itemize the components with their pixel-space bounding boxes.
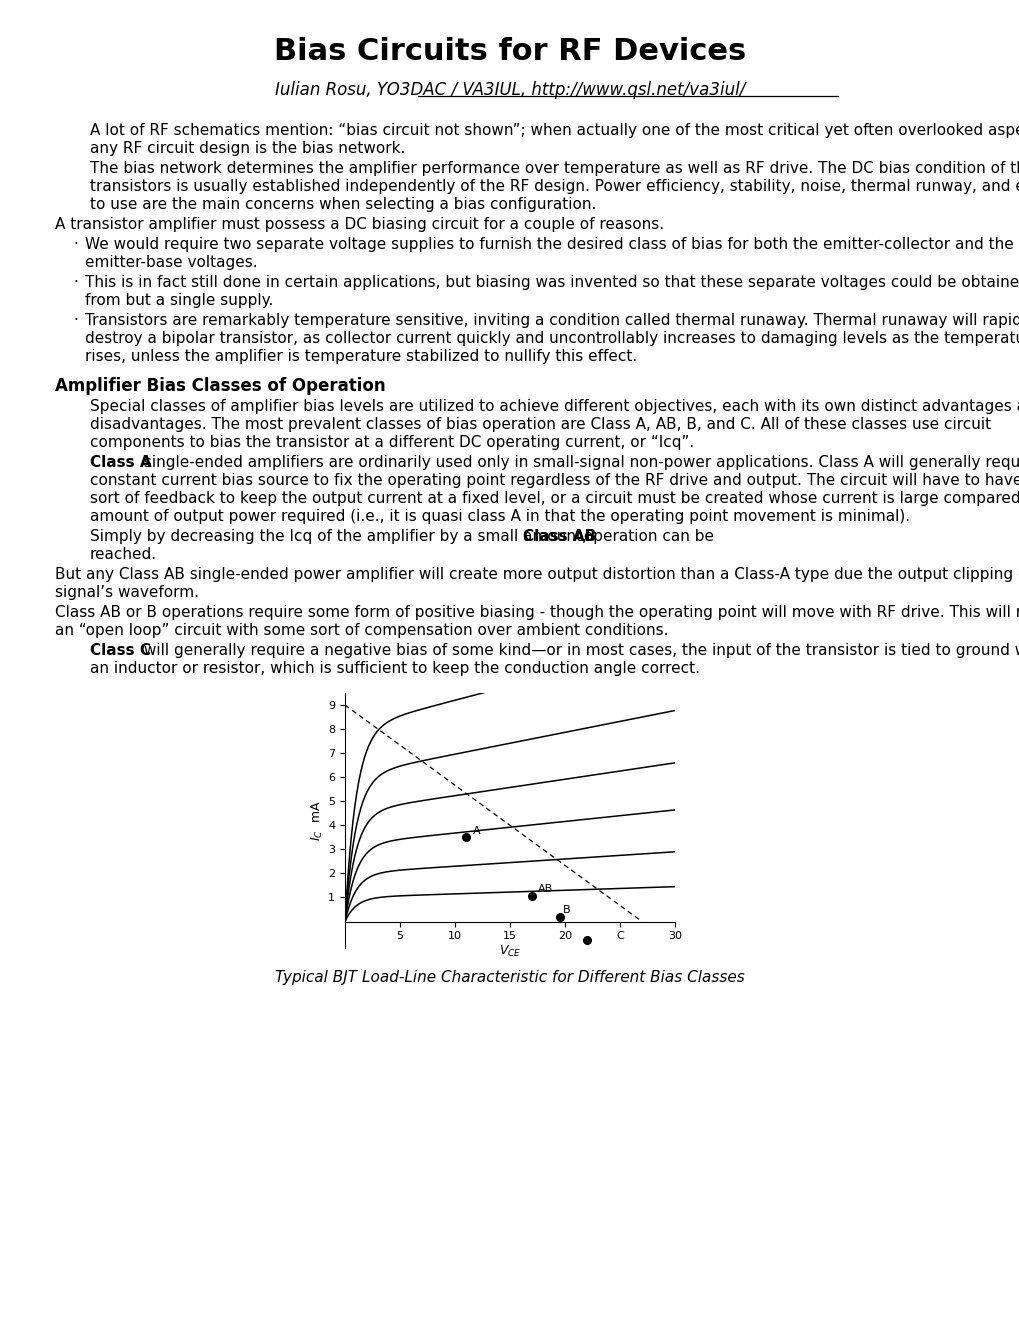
Text: Class AB or B operations require some form of positive biasing - though the oper: Class AB or B operations require some fo… <box>55 605 1019 620</box>
Text: But any Class AB single-ended power amplifier will create more output distortion: But any Class AB single-ended power ampl… <box>55 568 1019 582</box>
Text: Bias Circuits for RF Devices: Bias Circuits for RF Devices <box>274 37 745 66</box>
Text: Amplifier Bias Classes of Operation: Amplifier Bias Classes of Operation <box>55 378 385 395</box>
X-axis label: $V_{CE}$: $V_{CE}$ <box>498 944 521 960</box>
Text: operation can be: operation can be <box>578 529 713 544</box>
Text: Iulian Rosu, YO3DAC / VA3IUL, http://www.qsl.net/va3iul/: Iulian Rosu, YO3DAC / VA3IUL, http://www… <box>274 81 745 99</box>
Text: AB: AB <box>537 884 552 894</box>
Text: will generally require a negative bias of some kind—or in most cases, the input : will generally require a negative bias o… <box>139 643 1019 657</box>
Text: ·: · <box>73 275 77 290</box>
Text: B: B <box>562 906 570 915</box>
Text: Simply by decreasing the Icq of the amplifier by a small amount,: Simply by decreasing the Icq of the ampl… <box>90 529 591 544</box>
Text: transistors is usually established independently of the RF design. Power efficie: transistors is usually established indep… <box>90 180 1019 194</box>
Text: disadvantages. The most prevalent classes of bias operation are Class A, AB, B, : disadvantages. The most prevalent classe… <box>90 417 990 432</box>
Text: signal’s waveform.: signal’s waveform. <box>55 585 199 601</box>
Text: reached.: reached. <box>90 546 157 562</box>
Text: single-ended amplifiers are ordinarily used only in small-signal non-power appli: single-ended amplifiers are ordinarily u… <box>139 455 1019 470</box>
Text: rises, unless the amplifier is temperature stabilized to nullify this effect.: rises, unless the amplifier is temperatu… <box>85 348 637 364</box>
Text: destroy a bipolar transistor, as collector current quickly and uncontrollably in: destroy a bipolar transistor, as collect… <box>85 331 1019 346</box>
Text: Typical BJT Load-Line Characteristic for Different Bias Classes: Typical BJT Load-Line Characteristic for… <box>275 970 744 985</box>
Text: Special classes of amplifier bias levels are utilized to achieve different objec: Special classes of amplifier bias levels… <box>90 399 1019 414</box>
Text: Class A: Class A <box>90 455 152 470</box>
Text: an inductor or resistor, which is sufficient to keep the conduction angle correc: an inductor or resistor, which is suffic… <box>90 661 699 676</box>
Text: We would require two separate voltage supplies to furnish the desired class of b: We would require two separate voltage su… <box>85 238 1013 252</box>
Text: A transistor amplifier must possess a DC biasing circuit for a couple of reasons: A transistor amplifier must possess a DC… <box>55 216 663 232</box>
Text: any RF circuit design is the bias network.: any RF circuit design is the bias networ… <box>90 141 405 156</box>
Text: sort of feedback to keep the output current at a fixed level, or a circuit must : sort of feedback to keep the output curr… <box>90 491 1019 506</box>
Text: A lot of RF schematics mention: “bias circuit not shown”; when actually one of t: A lot of RF schematics mention: “bias ci… <box>90 123 1019 139</box>
Text: Transistors are remarkably temperature sensitive, inviting a condition called th: Transistors are remarkably temperature s… <box>85 313 1019 327</box>
Text: ·: · <box>73 313 77 327</box>
Y-axis label: $I_C$  mA: $I_C$ mA <box>310 800 325 841</box>
Text: emitter-base voltages.: emitter-base voltages. <box>85 255 258 271</box>
Text: Class C: Class C <box>90 643 151 657</box>
Text: components to bias the transistor at a different DC operating current, or “Icq”.: components to bias the transistor at a d… <box>90 436 694 450</box>
Text: A: A <box>472 826 480 836</box>
Text: to use are the main concerns when selecting a bias configuration.: to use are the main concerns when select… <box>90 197 596 213</box>
Text: Class AB: Class AB <box>522 529 595 544</box>
Text: The bias network determines the amplifier performance over temperature as well a: The bias network determines the amplifie… <box>90 161 1019 176</box>
Text: from but a single supply.: from but a single supply. <box>85 293 273 308</box>
Text: constant current bias source to fix the operating point regardless of the RF dri: constant current bias source to fix the … <box>90 473 1019 488</box>
Text: ·: · <box>73 238 77 252</box>
Text: an “open loop” circuit with some sort of compensation over ambient conditions.: an “open loop” circuit with some sort of… <box>55 623 667 638</box>
Text: This is in fact still done in certain applications, but biasing was invented so : This is in fact still done in certain ap… <box>85 275 1019 290</box>
Text: amount of output power required (i.e., it is quasi class A in that the operating: amount of output power required (i.e., i… <box>90 510 909 524</box>
